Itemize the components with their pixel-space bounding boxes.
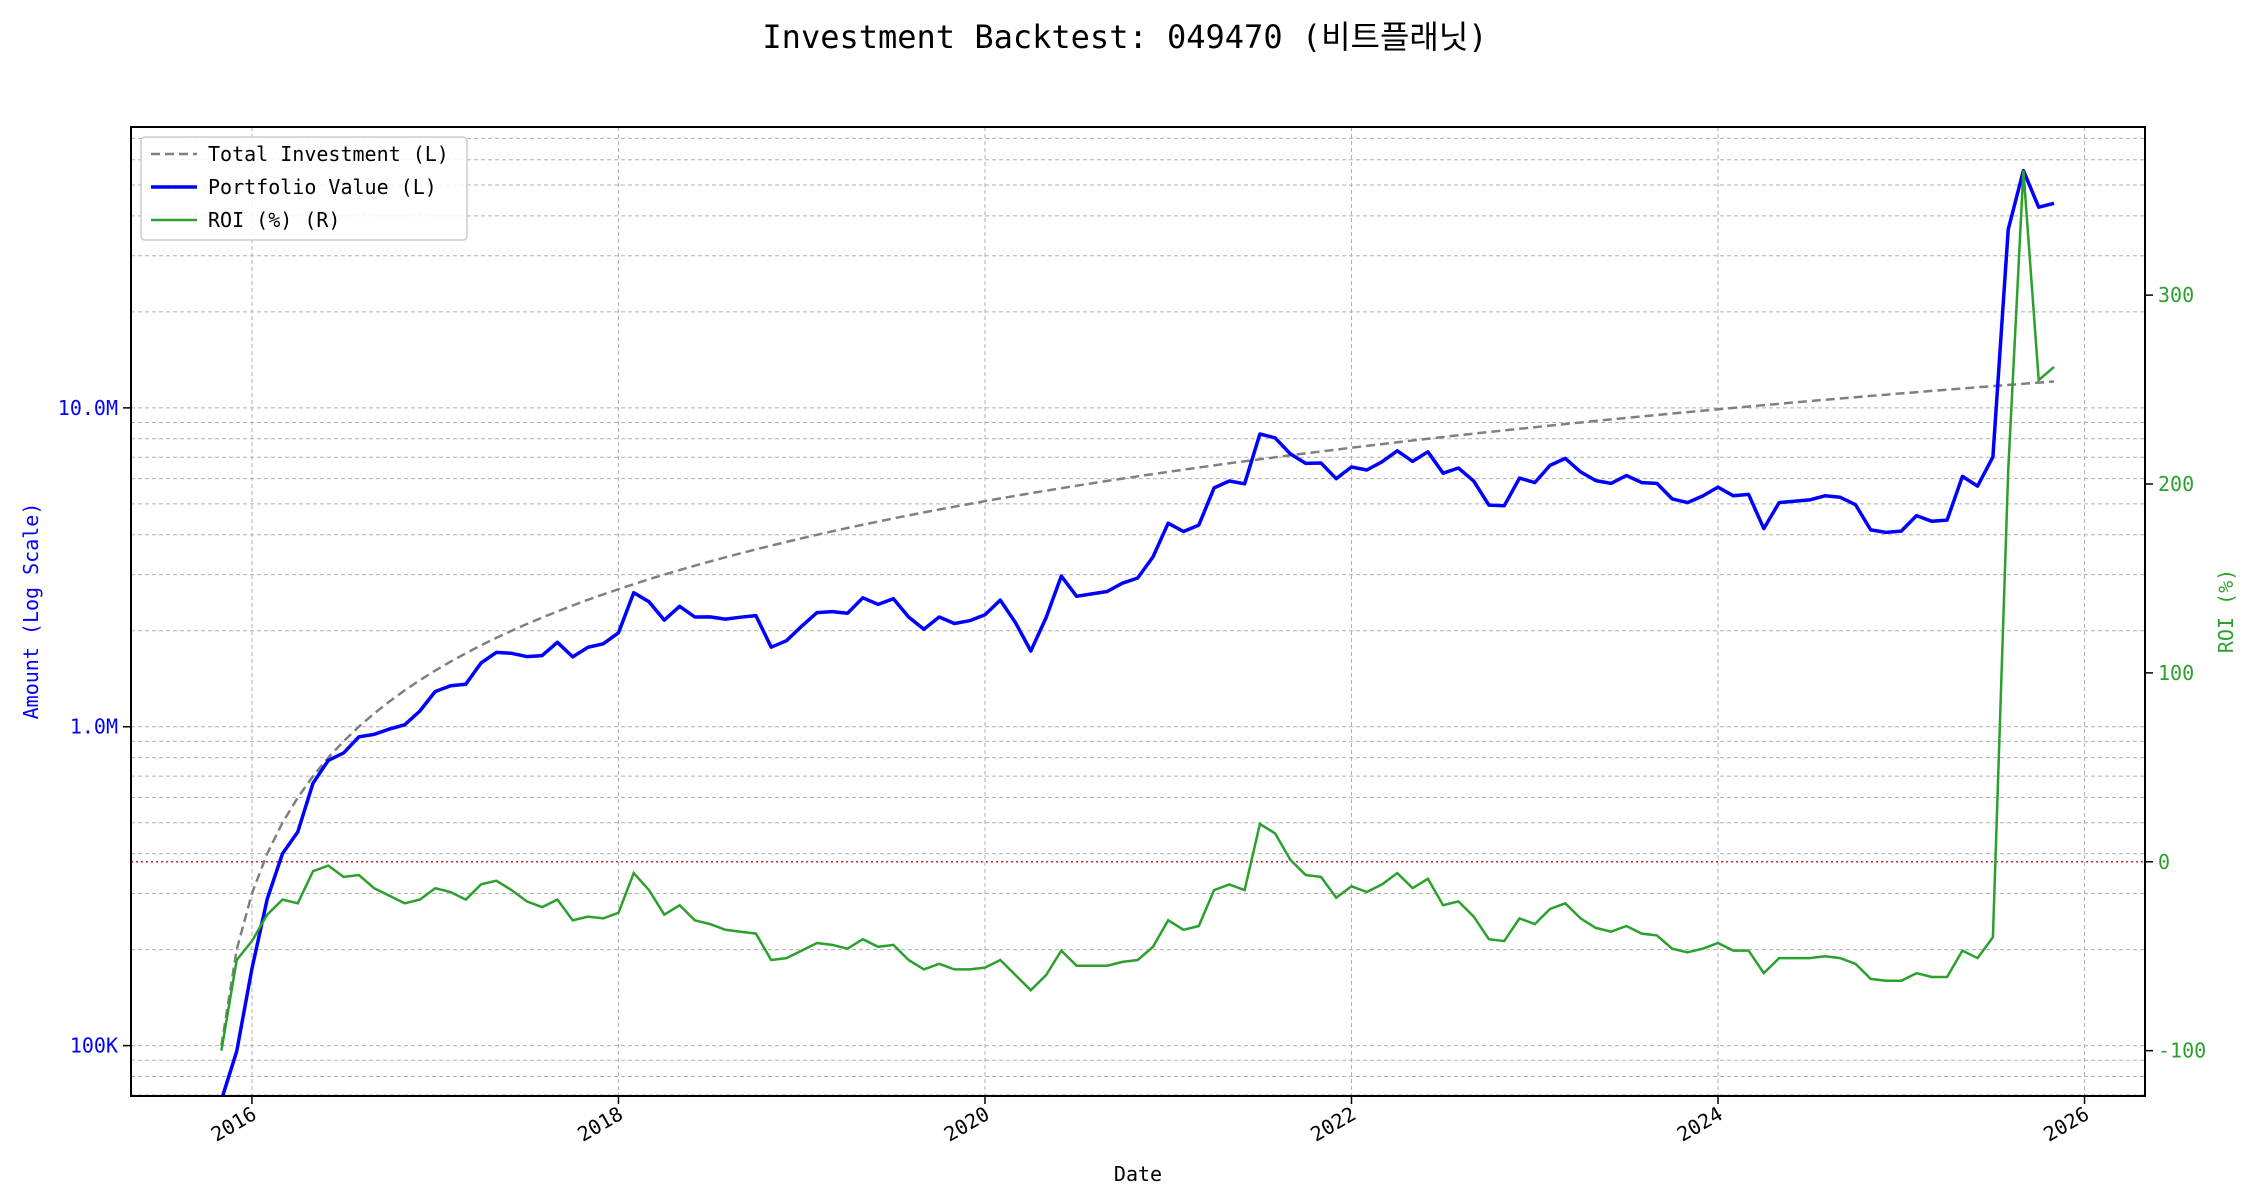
y-left-tick-label: 1.0M	[70, 715, 118, 739]
y-left-tick-label: 10.0M	[58, 396, 118, 420]
x-tick-label: 2026	[2039, 1102, 2093, 1147]
legend-label-total-investment: Total Investment (L)	[208, 142, 449, 166]
axis-ticks: 2016 2018 2020 2022 2024 2026 10.0M 1.0M 100K 300…	[58, 283, 2206, 1146]
y-left-tick-label: 100K	[70, 1034, 118, 1058]
legend-label-roi: ROI (%) (R)	[208, 208, 340, 232]
grid	[131, 127, 2145, 1096]
x-tick-label: 2020	[940, 1102, 994, 1147]
x-tick-label: 2022	[1306, 1102, 1360, 1147]
legend: Total Investment (L) Portfolio Value (L)…	[140, 136, 468, 241]
x-tick-label: 2024	[1673, 1102, 1727, 1147]
y-axis-right-label: ROI (%)	[2214, 569, 2238, 653]
y-right-tick-label: 200	[2158, 472, 2194, 496]
chart-title: Investment Backtest: 049470 (비트플래닛)	[762, 18, 1487, 56]
portfolio-value-line	[220, 168, 2055, 1096]
x-tick-label: 2018	[573, 1102, 627, 1147]
y-axis-left-label: Amount (Log Scale)	[19, 503, 43, 720]
legend-label-portfolio-value: Portfolio Value (L)	[208, 175, 437, 199]
total-investment-line	[220, 380, 2055, 1046]
series-lines	[131, 168, 2145, 1096]
x-axis-label: Date	[1114, 1162, 1162, 1186]
y-right-tick-label: 100	[2158, 661, 2194, 685]
plot-frame	[130, 126, 2146, 1097]
y-right-tick-label: 0	[2158, 850, 2170, 874]
roi-line	[220, 170, 2055, 1051]
legend-box	[140, 136, 468, 241]
y-right-tick-label: 300	[2158, 283, 2194, 307]
x-tick-label: 2016	[207, 1102, 261, 1147]
y-right-tick-label: -100	[2158, 1039, 2206, 1063]
